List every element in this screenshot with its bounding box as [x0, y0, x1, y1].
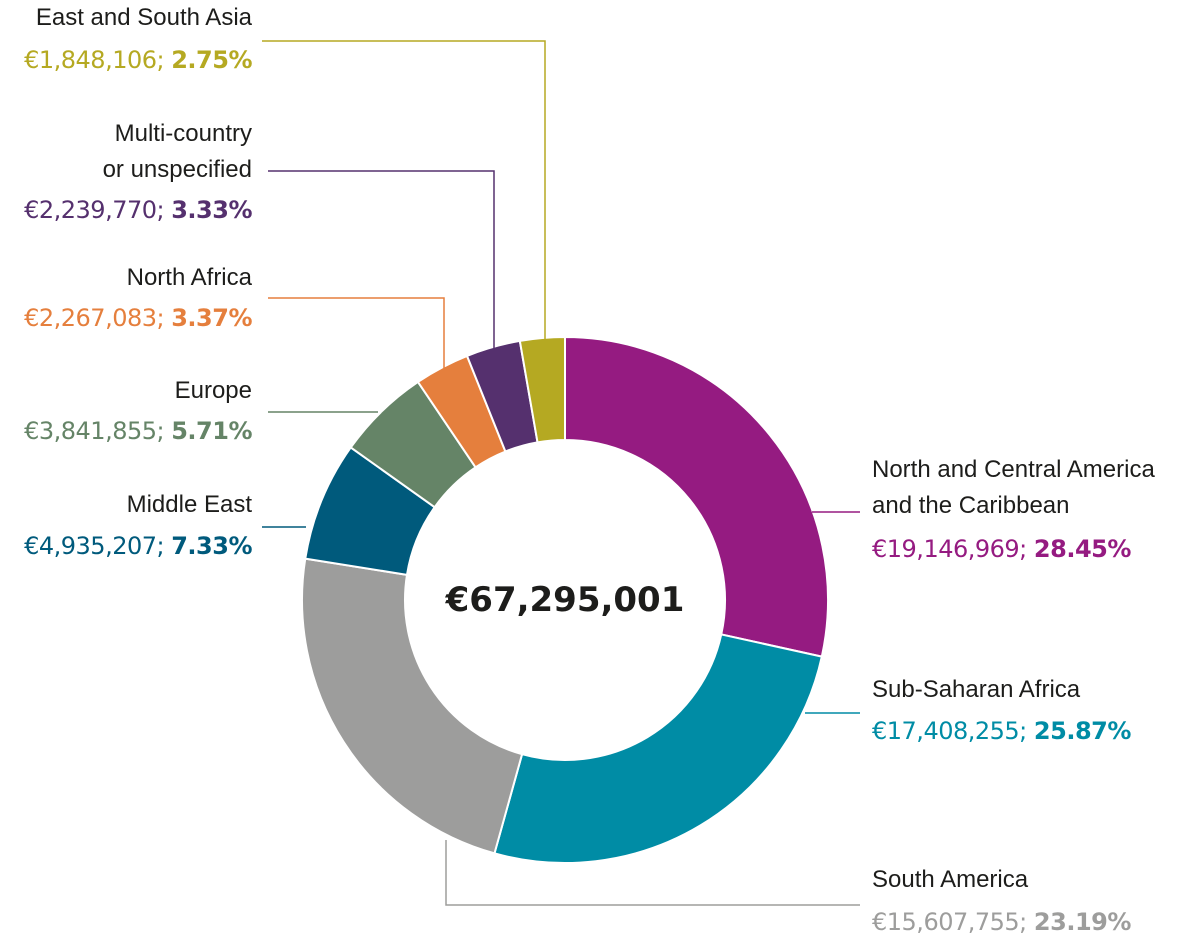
- donut-slice: [564, 335, 829, 658]
- percent-label: 3.33%: [171, 196, 252, 224]
- value-label: €4,935,207;: [24, 532, 165, 560]
- slice-value: €2,267,083; 3.37%: [24, 300, 252, 336]
- value-label: €2,239,770;: [24, 196, 165, 224]
- slice-value: €3,841,855; 5.71%: [24, 413, 252, 449]
- donut-slice: [493, 633, 824, 864]
- percent-label: 25.87%: [1033, 717, 1131, 745]
- leader-line: [268, 297, 445, 368]
- value-label: €1,848,106;: [24, 46, 165, 74]
- slice-label: Europe: [174, 377, 252, 404]
- leader-line: [268, 170, 495, 348]
- center-total: €67,295,001: [445, 580, 685, 620]
- value-label: €17,408,255;: [872, 717, 1027, 745]
- percent-label: 23.19%: [1033, 908, 1131, 936]
- percent-label: 7.33%: [171, 532, 252, 560]
- value-label: €3,841,855;: [24, 417, 165, 445]
- slice-label: Sub-Saharan Africa: [872, 676, 1081, 703]
- donut-slice: [518, 335, 566, 444]
- slice-value: €17,408,255; 25.87%: [872, 713, 1131, 749]
- slice-label: South America: [872, 866, 1029, 893]
- slice-label: Middle East: [126, 491, 252, 518]
- percent-label: 28.45%: [1033, 535, 1131, 563]
- slice-label: Multi-country or unspecified: [102, 120, 252, 183]
- slice-value: €4,935,207; 7.33%: [24, 528, 252, 564]
- slice-label: North Africa: [126, 264, 252, 291]
- slice-value: €1,848,106; 2.75%: [24, 42, 252, 78]
- slice-value: €15,607,755; 23.19%: [872, 904, 1131, 940]
- value-label: €15,607,755;: [872, 908, 1027, 936]
- percent-label: 2.75%: [171, 46, 252, 74]
- slice-value: €19,146,969; 28.45%: [872, 531, 1131, 567]
- percent-label: 5.71%: [171, 417, 252, 445]
- slice-label: East and South Asia: [35, 4, 252, 31]
- leader-line: [262, 40, 546, 340]
- donut-slice: [301, 557, 524, 855]
- value-label: €2,267,083;: [24, 304, 165, 332]
- slice-value: €2,239,770; 3.33%: [24, 192, 252, 228]
- value-label: €19,146,969;: [872, 535, 1027, 563]
- percent-label: 3.37%: [171, 304, 252, 332]
- leader-line: [445, 840, 860, 906]
- slice-label: North and Central America and the Caribb…: [872, 456, 1155, 519]
